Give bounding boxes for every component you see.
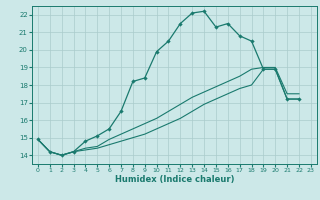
X-axis label: Humidex (Indice chaleur): Humidex (Indice chaleur)	[115, 175, 234, 184]
